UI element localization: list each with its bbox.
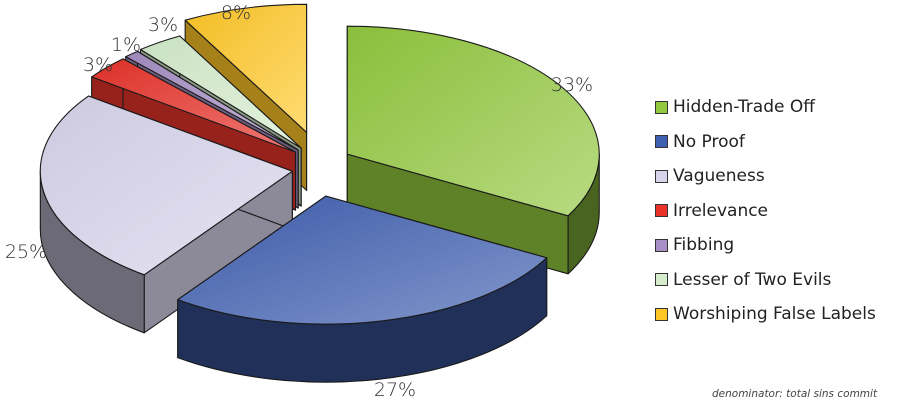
legend-item: Vagueness (655, 159, 876, 194)
legend-swatch (655, 238, 668, 252)
data-label: 1% (111, 34, 141, 56)
footnote: denominator: total sins commit (712, 388, 878, 400)
legend-swatch (655, 307, 668, 321)
legend-label: Fibbing (673, 235, 735, 256)
legend-item: Fibbing (655, 228, 876, 263)
data-label: 33% (551, 74, 593, 96)
legend-label: Hidden-Trade Off (673, 97, 815, 118)
legend-label: No Proof (673, 131, 745, 152)
pie-slice (39, 95, 293, 334)
legend: Hidden-Trade Off No Proof Vagueness Irre… (655, 90, 876, 332)
legend-item: Worshiping False Labels (655, 297, 876, 332)
legend-swatch (655, 100, 668, 114)
pie-slice (177, 195, 548, 383)
legend-item: Irrelevance (655, 194, 876, 229)
data-label: 3% (148, 14, 178, 36)
data-label: 25% (5, 241, 47, 263)
pie-slice (346, 25, 600, 275)
legend-label: Vagueness (673, 166, 765, 187)
legend-item: Lesser of Two Evils (655, 263, 876, 298)
legend-swatch (655, 273, 668, 287)
data-label: 8% (221, 2, 251, 24)
legend-label: Lesser of Two Evils (673, 269, 832, 290)
legend-swatch (655, 169, 668, 183)
legend-swatch (655, 135, 668, 149)
legend-item: Hidden-Trade Off (655, 90, 876, 125)
legend-item: No Proof (655, 125, 876, 160)
data-label: 3% (83, 54, 113, 76)
legend-label: Irrelevance (673, 200, 769, 221)
legend-swatch (655, 204, 668, 218)
data-label: 27% (374, 379, 416, 401)
legend-label: Worshiping False Labels (673, 304, 876, 325)
